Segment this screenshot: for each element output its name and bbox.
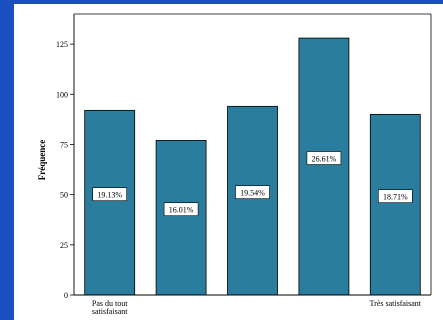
bar — [369, 113, 421, 296]
x-tick-label: Pas du tout satisfaisant — [92, 299, 128, 316]
data-label: 19.13% — [97, 191, 122, 200]
y-tick-label: 50 — [60, 191, 68, 200]
y-tick-label: 75 — [60, 140, 68, 149]
y-tick-label: 125 — [56, 40, 68, 49]
data-label: 19.54% — [240, 189, 265, 198]
bar — [155, 140, 207, 296]
bar — [84, 109, 136, 296]
data-label-box — [235, 185, 270, 199]
data-label: 26.61% — [312, 155, 337, 164]
data-label-box — [92, 187, 127, 201]
y-tick-label: 100 — [56, 90, 68, 99]
data-label: 16.01% — [169, 206, 194, 215]
data-label-box — [306, 151, 342, 165]
x-tick-label: Très satisfaisant — [370, 299, 422, 308]
bar — [227, 105, 278, 296]
y-tick-label: 25 — [60, 241, 68, 250]
data-label-box — [377, 189, 413, 203]
y-tick-label: 0 — [64, 291, 68, 300]
data-label: 18.71% — [383, 193, 408, 202]
data-label-box — [163, 202, 199, 217]
bar — [298, 37, 350, 296]
bar-chart: Fréquence 19.13% Pas du tout satisfaisant 1… — [37, 13, 432, 316]
chart-panel: Fréquence 19.13% Pas du tout satisfaisant 1… — [14, 4, 443, 320]
y-axis-title: Fréquence — [37, 140, 47, 181]
